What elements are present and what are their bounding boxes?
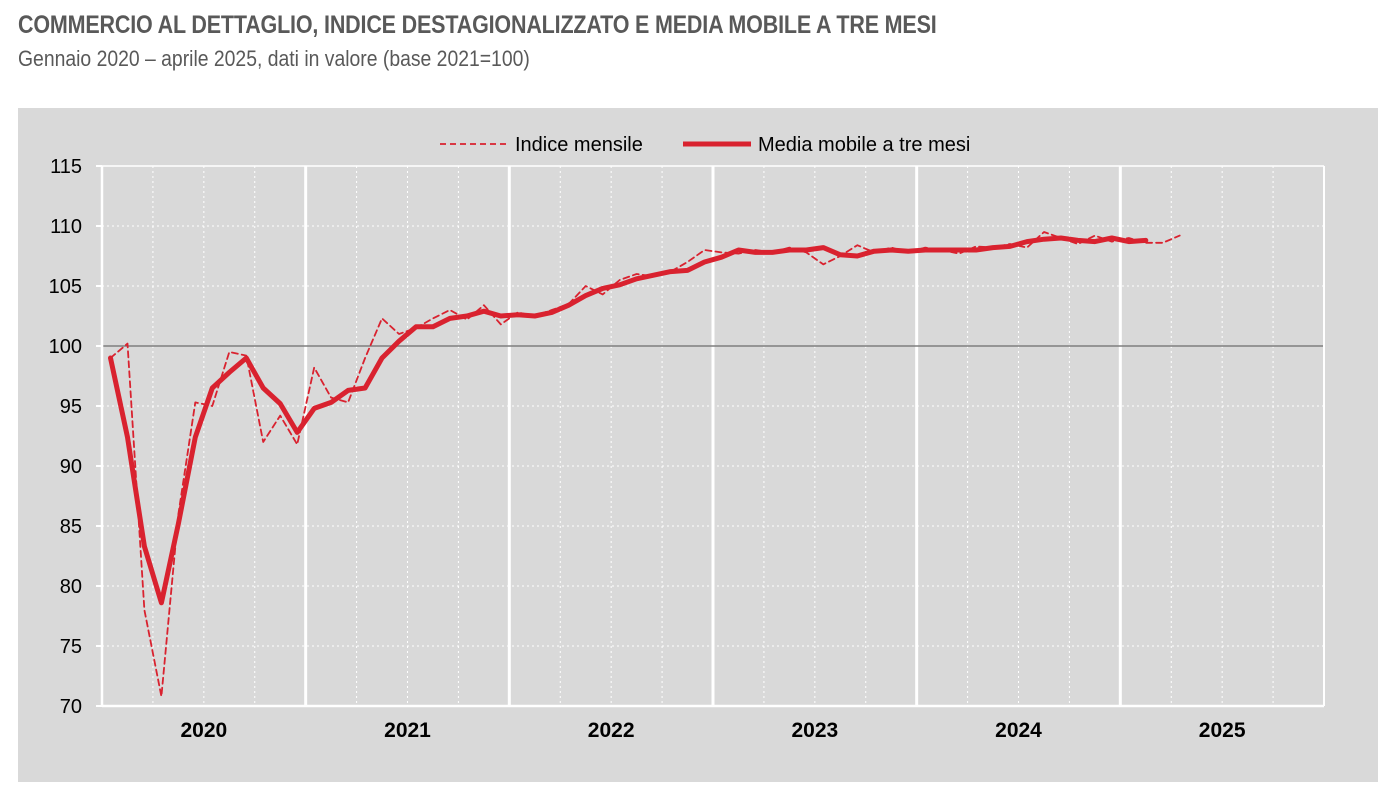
y-tick-label: 85 — [60, 516, 82, 538]
x-year-label: 2021 — [384, 719, 431, 742]
x-year-label: 2023 — [791, 719, 838, 742]
x-year-label: 2024 — [995, 719, 1042, 742]
y-axis-ticks: 70 75 80 85 90 95 100 105 110 115 — [49, 156, 82, 718]
chart-area: 70 75 80 85 90 95 100 105 110 115 2020 2021 2022 202… — [18, 108, 1378, 782]
x-axis-year-labels: 2020 2021 2022 2023 2024 2025 — [180, 719, 1245, 742]
y-tick-label: 100 — [49, 336, 82, 358]
y-tick-label: 90 — [60, 456, 82, 478]
axes — [96, 165, 1325, 708]
x-year-label: 2020 — [180, 719, 227, 742]
legend-label: Media mobile a tre mesi — [758, 134, 970, 156]
x-year-label: 2025 — [1199, 719, 1246, 742]
series-layer — [108, 231, 1181, 698]
y-tick-label: 75 — [60, 636, 82, 658]
y-tick-label: 80 — [60, 576, 82, 598]
y-tick-label: 95 — [60, 396, 82, 418]
y-tick-label: 105 — [49, 276, 82, 298]
legend-label: Indice mensile — [515, 134, 643, 156]
y-tick-label: 115 — [50, 156, 82, 178]
y-tick-label: 70 — [60, 696, 82, 718]
series-line-media-mobile — [108, 235, 1149, 606]
y-tick-label: 110 — [50, 216, 82, 238]
legend: Indice mensile Media mobile a tre mesi — [440, 134, 970, 156]
major-gridlines — [102, 165, 1324, 706]
chart-title: COMMERCIO AL DETTAGLIO, INDICE DESTAGION… — [18, 11, 937, 39]
chart-subtitle: Gennaio 2020 – aprile 2025, dati in valo… — [18, 46, 530, 71]
x-year-label: 2022 — [588, 719, 635, 742]
